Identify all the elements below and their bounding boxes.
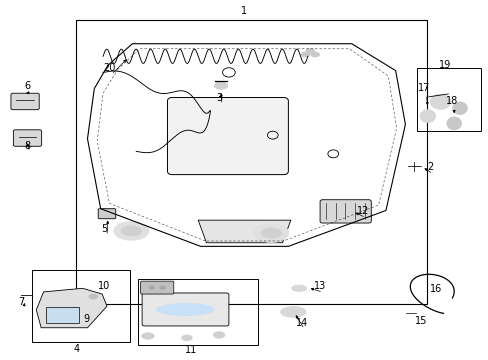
- Text: 1: 1: [241, 6, 247, 17]
- Ellipse shape: [213, 332, 224, 338]
- FancyBboxPatch shape: [13, 130, 41, 146]
- Ellipse shape: [157, 303, 214, 316]
- Bar: [46, 307, 79, 323]
- Bar: [416, 68, 480, 131]
- Text: 13: 13: [314, 281, 326, 291]
- FancyBboxPatch shape: [98, 209, 116, 219]
- Ellipse shape: [149, 286, 155, 289]
- Text: 11: 11: [184, 345, 197, 355]
- Text: 19: 19: [438, 60, 450, 70]
- Ellipse shape: [310, 52, 319, 57]
- Text: 7: 7: [18, 297, 24, 307]
- Ellipse shape: [301, 52, 309, 57]
- Text: 8: 8: [24, 140, 31, 150]
- Text: 6: 6: [24, 81, 31, 91]
- Polygon shape: [36, 288, 107, 328]
- Ellipse shape: [291, 285, 306, 292]
- Ellipse shape: [419, 110, 435, 123]
- Ellipse shape: [280, 307, 305, 318]
- Text: 16: 16: [428, 284, 441, 294]
- Ellipse shape: [89, 294, 98, 299]
- Ellipse shape: [181, 335, 192, 341]
- Ellipse shape: [429, 94, 450, 109]
- Text: 14: 14: [295, 318, 307, 328]
- Polygon shape: [198, 220, 290, 243]
- Ellipse shape: [446, 117, 461, 130]
- Ellipse shape: [261, 228, 281, 238]
- Text: 5: 5: [101, 225, 107, 234]
- Ellipse shape: [121, 226, 142, 236]
- Text: 2: 2: [427, 162, 433, 172]
- Ellipse shape: [305, 48, 314, 53]
- Text: 3: 3: [216, 93, 222, 103]
- Bar: [32, 270, 130, 342]
- Text: 20: 20: [102, 63, 115, 73]
- Ellipse shape: [452, 102, 467, 114]
- FancyBboxPatch shape: [11, 93, 39, 110]
- Bar: [138, 279, 257, 345]
- FancyBboxPatch shape: [167, 98, 288, 175]
- FancyBboxPatch shape: [141, 281, 173, 294]
- Text: 9: 9: [83, 314, 89, 324]
- Ellipse shape: [114, 222, 149, 240]
- Text: 12: 12: [357, 206, 369, 216]
- Text: 10: 10: [98, 281, 110, 291]
- FancyBboxPatch shape: [142, 293, 228, 326]
- Bar: [76, 21, 427, 304]
- Ellipse shape: [142, 333, 154, 339]
- FancyBboxPatch shape: [320, 200, 370, 223]
- Text: 18: 18: [445, 96, 457, 106]
- Ellipse shape: [159, 286, 165, 289]
- Text: 15: 15: [414, 316, 427, 326]
- Ellipse shape: [253, 224, 288, 242]
- Text: 17: 17: [417, 83, 429, 93]
- Text: 4: 4: [73, 343, 79, 354]
- Ellipse shape: [214, 82, 227, 89]
